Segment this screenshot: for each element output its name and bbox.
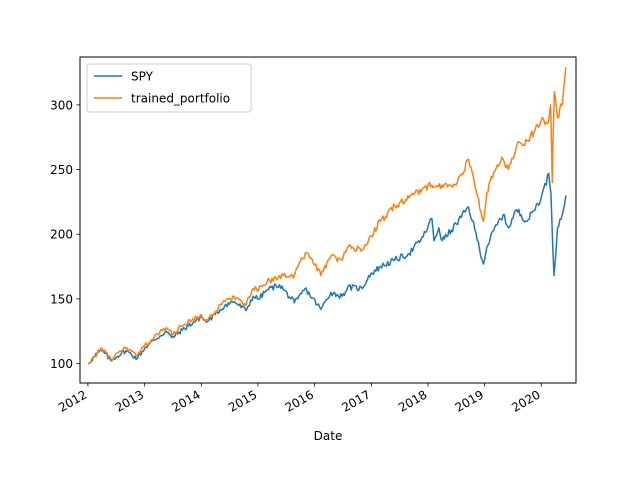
x-tick-label: 2019 (453, 387, 486, 414)
y-tick-label: 250 (50, 163, 73, 177)
x-tick-label: 2012 (56, 387, 89, 414)
series-line-SPY (87, 172, 567, 365)
series-line-trained-portfolio (88, 67, 567, 365)
plot-lines (87, 67, 567, 365)
y-tick-label: 150 (50, 292, 73, 306)
x-tick-label: 2013 (113, 387, 146, 414)
legend-label: SPY (131, 70, 154, 84)
x-tick-label: 2016 (283, 387, 316, 414)
legend-box (86, 63, 252, 113)
legend: SPY trained_portfolio (86, 63, 252, 113)
x-tick-label: 2020 (509, 387, 542, 414)
x-tick-label: 2017 (339, 387, 372, 414)
x-tick-label: 2015 (226, 387, 259, 414)
x-axis: 2012 2013 2014 2015 2016 2017 2018 2019 2020 (56, 383, 543, 415)
y-tick-label: 100 (50, 357, 73, 371)
x-axis-label: Date (314, 429, 343, 443)
y-tick-label: 300 (50, 98, 73, 112)
x-tick-label: 2014 (169, 387, 202, 414)
y-axis: 100 150 200 250 300 (50, 98, 80, 371)
plot-area-frame (79, 56, 577, 384)
x-tick-label: 2018 (396, 387, 429, 414)
y-tick-label: 200 (50, 228, 73, 242)
legend-label: trained_portfolio (131, 92, 230, 106)
